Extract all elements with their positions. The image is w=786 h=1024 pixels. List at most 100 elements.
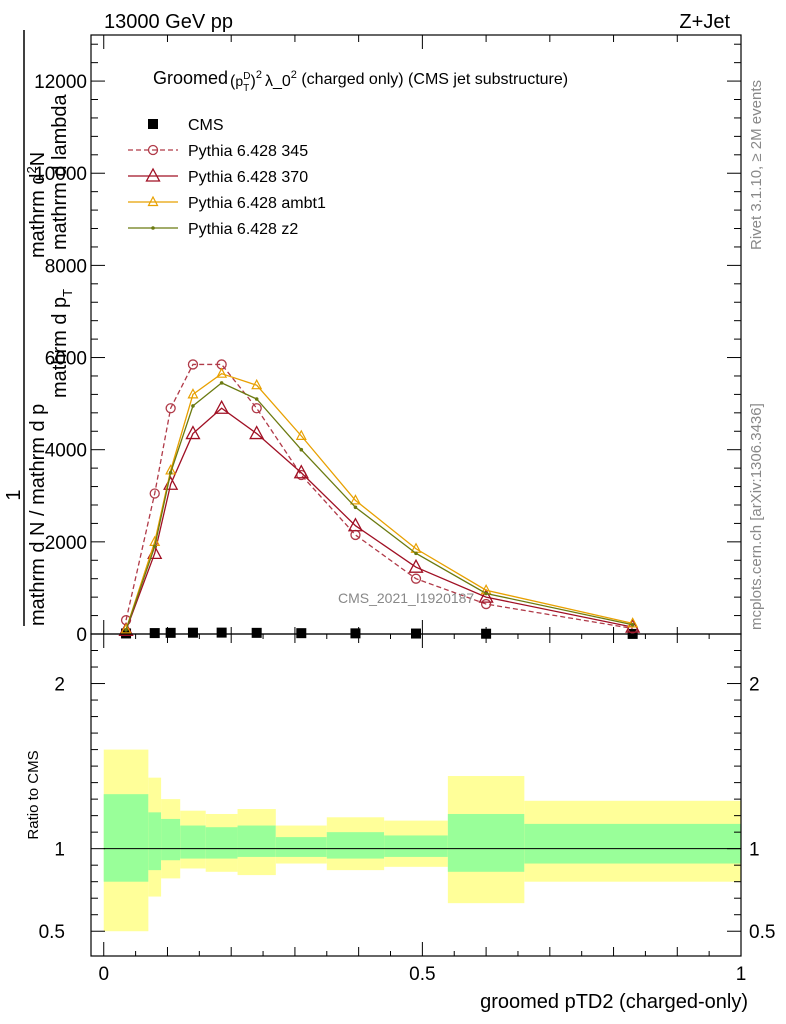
z2-point [168, 470, 173, 475]
legend-item-ambt1: Pythia 6.428 ambt1 [128, 195, 326, 212]
ratio-ytick-label: 1 [54, 840, 65, 861]
p370-line [125, 407, 633, 631]
cms-point [296, 628, 307, 639]
ratio-xtick-label: 1 [736, 964, 747, 985]
cms-point [251, 627, 262, 638]
main-ytick-label: 8000 [45, 256, 87, 277]
cms-point [149, 628, 160, 639]
cms-point [350, 628, 361, 639]
p370-point [214, 399, 230, 414]
z2-point [299, 447, 304, 452]
z2-point [484, 591, 488, 596]
ambt1-point [627, 617, 639, 628]
cms-point [165, 627, 176, 638]
legend-label: CMS [188, 117, 224, 134]
ratio-ylabel: Ratio to CMS [25, 750, 42, 839]
ambt1-point [187, 388, 199, 399]
header-right: Z+Jet [679, 11, 730, 33]
ratio-ytick-label-right: 2 [749, 675, 760, 696]
p345-point [149, 488, 160, 499]
p345-point [410, 573, 422, 584]
ratio-band-inner [275, 837, 327, 857]
ratio-band-inner [161, 818, 181, 861]
ratio-band-inner [524, 823, 741, 864]
z2-point [414, 551, 418, 556]
legend-label: Pythia 6.428 345 [188, 143, 308, 160]
main-ytick-label: 10000 [34, 164, 87, 185]
p370-point [185, 425, 201, 440]
header-left: 13000 GeV pp [104, 11, 233, 33]
p370-point [408, 558, 424, 573]
p345-point [350, 529, 361, 541]
ratio-frame [90, 633, 742, 957]
main-ytick-label: 4000 [45, 441, 87, 462]
z2-point [152, 544, 157, 549]
ratio-band-inner [384, 835, 448, 857]
main-ytick-label: 6000 [45, 349, 87, 370]
series-cms [121, 627, 638, 639]
ambt1-point [147, 195, 159, 207]
p345-point [165, 403, 176, 414]
legend-item-p345: Pythia 6.428 345 [128, 143, 308, 160]
watermark: CMS_2021_I1920187 [338, 590, 474, 606]
ratio-band-inner [205, 827, 238, 859]
ylabel-one: 1 [3, 489, 25, 500]
ambt1-point [120, 623, 132, 634]
ratio-xtick-label: 0.5 [409, 964, 435, 985]
plot-title: Groomed (pTD)2 λ_02 (charged only) (CMS je… [153, 68, 568, 94]
p370-point [249, 425, 265, 440]
legend-label: Pythia 6.428 ambt1 [188, 195, 326, 212]
z2-point [124, 628, 128, 632]
z2-point [219, 381, 224, 385]
p345-point [251, 403, 262, 414]
cms-point [187, 627, 198, 638]
ambt1-point [216, 367, 228, 378]
legend-label: Pythia 6.428 370 [188, 169, 308, 186]
ylabel-denom-upper: mathrm d pT [49, 289, 75, 398]
z2-point [151, 226, 155, 230]
ratio-ytick-label: 2 [54, 675, 65, 696]
ylabel-denom: mathrm d N / mathrm d p [27, 404, 49, 626]
ratio-band-inner [237, 825, 276, 857]
z2-point [353, 505, 358, 510]
ambt1-point [349, 494, 361, 505]
ratio-plot: 0.5 0.51 12 2 0 0.5 1 [39, 633, 775, 985]
ratio-ytick-label-right: 0.5 [749, 922, 775, 943]
ratio-xtick-label: 0 [98, 964, 109, 985]
legend-item-cms: CMS [148, 117, 224, 134]
ylabel-denom-tail: mathrm d lambda [49, 94, 71, 250]
p345-point [480, 598, 492, 610]
p370-point [347, 517, 364, 532]
main-series [118, 359, 641, 639]
ylabel-numer: mathrm d2N [24, 152, 49, 258]
mcplots-label: mcplots.cern.ch [arXiv:1306.3436] [748, 403, 765, 630]
series-z2 [124, 381, 635, 632]
main-ytick-label: 2000 [45, 533, 87, 554]
ratio-x-axis: 0 0.5 1 [98, 634, 746, 985]
ratio-y-axis: 0.5 0.5 1 1 2 2 [39, 650, 775, 943]
ratio-bands [103, 749, 741, 932]
main-ylabel: 1 mathrm d2N mathrm d N / mathrm d p mat… [3, 30, 75, 626]
cms-point [148, 119, 158, 129]
main-ytick-label: 12000 [34, 72, 87, 93]
z2-point [191, 404, 195, 408]
p370-point [625, 618, 641, 633]
main-ytick-label: 0 [76, 625, 87, 646]
ratio-ytick-label-right: 1 [749, 840, 760, 861]
ratio-band-inner [326, 832, 385, 859]
legend-item-p370: Pythia 6.428 370 [128, 167, 308, 186]
p370-point [478, 588, 494, 603]
main-x-axis [103, 35, 742, 634]
p345-point [147, 144, 159, 156]
ratio-band-inner [180, 825, 206, 859]
z2-point [630, 622, 635, 627]
ambt1-point [251, 378, 263, 390]
cms-point [216, 627, 227, 638]
ratio-band-inner [103, 794, 149, 882]
p370-point [145, 167, 161, 182]
rivet-label: Rivet 3.1.10, ≥ 2M events [748, 80, 765, 250]
legend: CMS Pythia 6.428 345 Pythia 6.428 370 Pythi… [128, 117, 326, 238]
ambt1-point [295, 429, 307, 440]
p370-point [293, 464, 309, 479]
